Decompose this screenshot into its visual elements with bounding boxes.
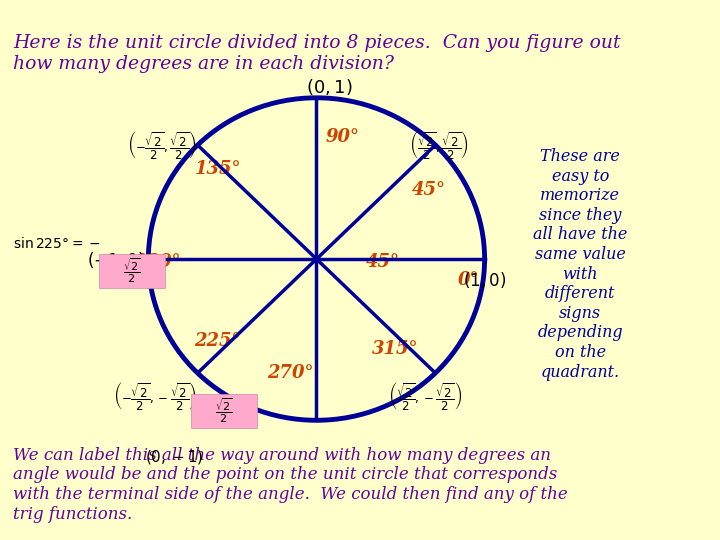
Text: $\left(\dfrac{\sqrt{2}}{2},-\dfrac{\sqrt{2}}{2}\right)$: $\left(\dfrac{\sqrt{2}}{2},-\dfrac{\sqrt… — [388, 381, 462, 413]
Text: 225°: 225° — [194, 332, 240, 350]
Text: $\sin 225°= -$: $\sin 225°= -$ — [13, 235, 101, 251]
Text: 90°: 90° — [326, 129, 360, 146]
Text: $(-1,0)$: $(-1,0)$ — [87, 250, 144, 270]
FancyBboxPatch shape — [192, 394, 257, 428]
Text: 45°: 45° — [366, 253, 400, 271]
FancyBboxPatch shape — [99, 254, 165, 288]
Text: 0°: 0° — [457, 271, 479, 289]
Text: $\dfrac{\sqrt{2}}{2}$: $\dfrac{\sqrt{2}}{2}$ — [215, 397, 233, 425]
Text: 135°: 135° — [194, 160, 240, 178]
Text: 45°: 45° — [412, 181, 446, 199]
Text: $\dfrac{\sqrt{2}}{2}$: $\dfrac{\sqrt{2}}{2}$ — [123, 257, 141, 285]
Text: $(0,1)$: $(0,1)$ — [307, 77, 353, 97]
Text: $\left(\dfrac{\sqrt{2}}{2},\dfrac{\sqrt{2}}{2}\right)$: $\left(\dfrac{\sqrt{2}}{2},\dfrac{\sqrt{… — [409, 130, 468, 161]
Text: We can label this all the way around with how many degrees an
angle would be and: We can label this all the way around wit… — [13, 447, 568, 523]
Text: These are
easy to
memorize
since they
all have the
same value
with
different
sig: These are easy to memorize since they al… — [533, 148, 627, 381]
Text: $\left(-\dfrac{\sqrt{2}}{2},\dfrac{\sqrt{2}}{2}\right)$: $\left(-\dfrac{\sqrt{2}}{2},\dfrac{\sqrt… — [127, 130, 197, 161]
Text: $(1,0)$: $(1,0)$ — [463, 270, 506, 290]
Text: $(0,-1)$: $(0,-1)$ — [145, 448, 204, 466]
Text: 315°: 315° — [372, 340, 419, 358]
Text: Here is the unit circle divided into 8 pieces.  Can you figure out
how many degr: Here is the unit circle divided into 8 p… — [13, 35, 621, 73]
Text: 270°: 270° — [267, 364, 313, 382]
Text: 180°: 180° — [135, 253, 181, 271]
Text: $\left(-\dfrac{\sqrt{2}}{2},-\dfrac{\sqrt{2}}{2}\right)$: $\left(-\dfrac{\sqrt{2}}{2},-\dfrac{\sqr… — [113, 381, 197, 413]
